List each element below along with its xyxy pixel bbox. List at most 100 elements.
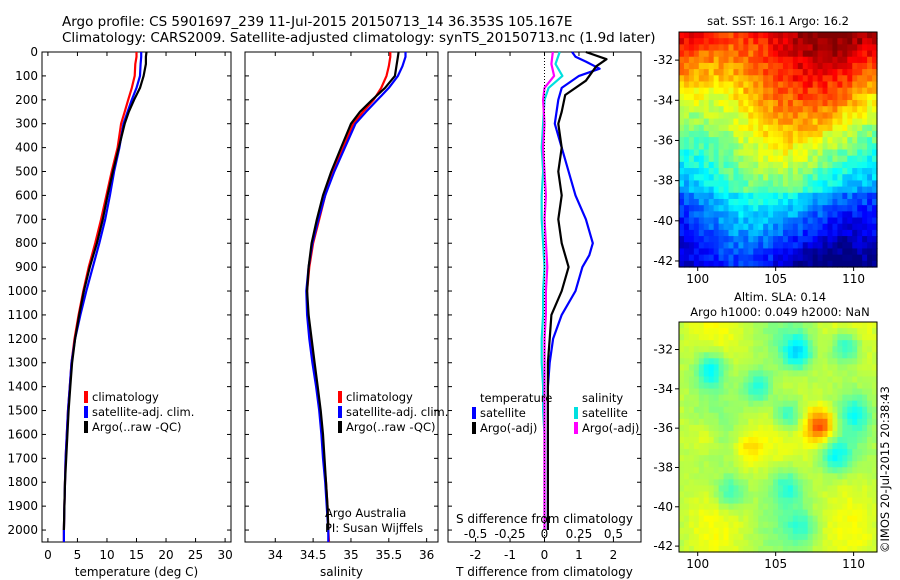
sst-map-cell [862,186,868,194]
sla-map-cell [698,394,705,402]
sla-map-cell [708,370,715,378]
sst-map-cell [743,38,749,45]
sla-map-cell [688,328,695,335]
sla-map-cell [763,533,769,541]
sla-map-cell [743,418,749,426]
sla-map-cell [837,322,843,329]
sla-map-cell [758,437,764,444]
sla-map-cell [847,406,853,414]
sst-map-cell [679,223,685,231]
sla-map-cell [718,437,725,444]
sla-map-cell [862,400,868,408]
sla-map-cell [713,388,720,396]
sla-map-cell [832,509,838,517]
sst-map-cell [792,198,799,206]
sst-map-cell [837,229,843,237]
sst-map-cell [748,44,754,52]
sst-map-cell [718,106,725,113]
sla-map-cell [787,497,794,505]
sst-map-cell [778,186,784,194]
sst-map-cell [708,124,715,132]
sst-map-cell [758,211,764,219]
sst-map-cell [703,130,710,138]
sla-map-cell [723,364,730,372]
sla-map-cell [807,382,814,390]
sst-map-cell [857,229,863,237]
sla-map-cell [782,509,789,517]
sst-map-cell [723,198,730,206]
sst-map-cell [872,87,878,95]
sla-map-cell [713,473,720,480]
sst-map-cell [807,211,814,219]
sst-map-cell [822,174,829,182]
sla-map-cell [867,515,873,523]
sla-map-cell [827,545,834,553]
sst-map-cell [822,223,829,231]
sla-map-cell [679,449,685,456]
sla-map-cell [872,533,878,541]
sla-map-cell [778,509,784,517]
sla-map-cell [768,533,774,541]
sla-map-cell [812,334,819,341]
sla-map-cell [733,400,739,408]
depth-tick-label: 1800 [7,475,38,489]
sla-map-cell [728,467,735,474]
sst-map-cell [693,50,700,58]
sst-map-cell [683,236,690,243]
sla-map-cell [782,430,789,438]
sst-map-cell [773,205,779,212]
sla-map-cell [708,467,715,474]
sla-map-cell [683,473,690,480]
sst-map-cell [708,155,715,163]
sst-map-cell [743,217,749,225]
sst-map-cell [693,81,700,89]
sst-map-cell [763,242,769,250]
sst-map-cell [782,260,789,268]
sla-map-cell [812,424,819,432]
sla-map-cell [718,346,725,353]
sst-map-cell [688,130,695,138]
sla-map-cell [862,424,868,432]
sst-map-cell [733,118,739,126]
sla-map-cell [842,461,848,468]
sla-map-cell [792,545,799,553]
sla-map-cell [708,491,715,499]
sst-map-cell [703,211,710,219]
sla-map-cell [787,382,794,390]
sla-map-cell [807,533,814,541]
sst-map-cell [743,168,749,175]
sla-map-cell [852,376,858,384]
sla-map-cell [693,437,700,444]
sst-map-cell [679,124,685,132]
sla-map-cell [778,388,784,396]
sla-map-cell [723,394,730,402]
sst-map-cell [827,93,834,101]
sst-map-cell [847,149,853,157]
sla-map-cell [817,412,824,420]
sla-map-cell [832,485,838,493]
sst-map-cell [773,143,779,151]
sst-map-cell [807,38,814,45]
sla-map-cell [872,443,878,450]
sla-map-cell [842,503,848,511]
sst-map-cell [679,242,685,250]
temperature-series-argo---raw--qc- [62,51,148,531]
sst-map-cell [817,112,824,120]
sst-map-cell [857,242,863,250]
sst-map-cell [703,32,710,39]
sst-map-cell [862,100,868,107]
sst-map-cell [738,223,744,231]
sla-map-cell [782,521,789,529]
sla-map-cell [852,479,858,487]
sst-map-cell [723,112,730,120]
sla-map-cell [718,545,725,553]
sla-map-cell [837,539,843,547]
sla-map-cell [802,382,809,390]
sla-map-cell [748,334,754,341]
sst-map-cell [698,69,705,76]
sst-map-cell [817,69,824,76]
sst-map-cell [778,180,784,188]
sla-map-cell [773,455,779,462]
sla-map-title-line2: Argo h1000: 0.049 h2000: NaN [690,305,869,319]
sst-map-cell [807,118,814,126]
